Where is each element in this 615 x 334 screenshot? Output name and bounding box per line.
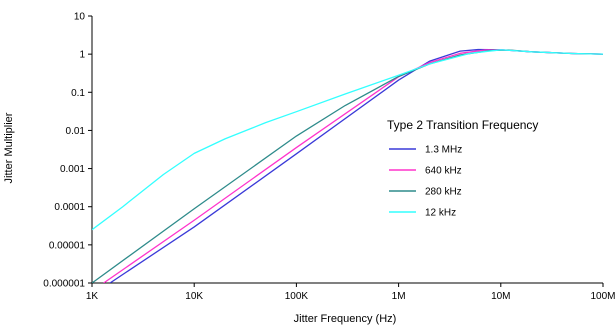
- legend-label-1: 640 kHz: [425, 166, 462, 177]
- y-tick-label-0: 10: [74, 12, 86, 23]
- legend-label-2: 280 kHz: [425, 187, 462, 198]
- y-tick-label-2: 0.1: [71, 88, 85, 99]
- y-tick-label-1: 1: [79, 50, 85, 61]
- x-tick-label-1: 10K: [185, 291, 203, 302]
- x-axis-title: Jitter Frequency (Hz): [294, 313, 397, 325]
- x-tick-label-3: 1M: [392, 291, 406, 302]
- series-line-0: [109, 48, 604, 283]
- x-tick-label-2: 100K: [285, 291, 309, 302]
- x-tick-label-4: 10M: [491, 291, 510, 302]
- y-tick-label-7: 0.000001: [43, 279, 85, 290]
- series-line-3: [92, 49, 604, 231]
- y-axis-title: Jitter Multiplier: [3, 112, 15, 183]
- y-tick-label-5: 0.0001: [54, 202, 85, 213]
- legend-label-0: 1.3 MHz: [425, 145, 462, 156]
- y-tick-label-6: 0.00001: [49, 240, 86, 251]
- y-tick-label-3: 0.01: [66, 126, 86, 137]
- legend-label-3: 12 kHz: [425, 208, 456, 219]
- series-line-1: [103, 49, 604, 283]
- x-tick-label-5: 100M: [590, 291, 615, 302]
- series-line-2: [92, 49, 604, 283]
- legend-title: Type 2 Transition Frequency: [387, 118, 538, 132]
- legend-items: 1.3 MHz 640 kHz 280 kHz 12 kHz: [389, 145, 462, 219]
- legend: Type 2 Transition Frequency 1.3 MHz 640 k…: [387, 118, 538, 219]
- plot-area: 1K 10K 100K 1M 10M 100M 10 1 0.1 0.01 0.001 0.0001 0…: [43, 12, 615, 303]
- x-tick-label-0: 1K: [86, 291, 99, 302]
- y-tick-label-4: 0.001: [60, 164, 85, 175]
